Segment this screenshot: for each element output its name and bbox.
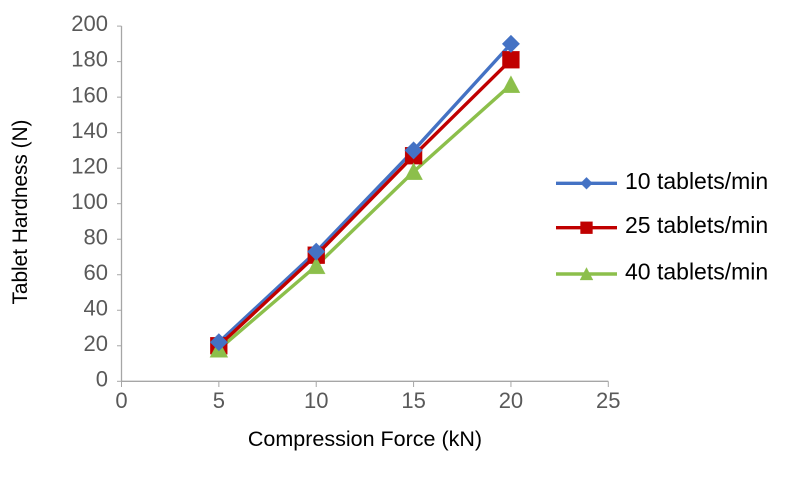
svg-text:200: 200 <box>71 11 108 36</box>
svg-text:20: 20 <box>84 331 108 356</box>
svg-text:10: 10 <box>304 388 328 413</box>
svg-text:15: 15 <box>401 388 425 413</box>
svg-text:40 tablets/min: 40 tablets/min <box>625 259 768 285</box>
svg-text:100: 100 <box>71 189 108 214</box>
svg-text:0: 0 <box>115 388 127 413</box>
svg-text:0: 0 <box>96 367 108 392</box>
svg-text:40: 40 <box>84 295 108 320</box>
svg-text:25: 25 <box>596 388 620 413</box>
svg-text:20: 20 <box>499 388 523 413</box>
svg-text:140: 140 <box>71 118 108 143</box>
svg-text:10 tablets/min: 10 tablets/min <box>625 168 768 194</box>
svg-text:180: 180 <box>71 47 108 72</box>
svg-text:60: 60 <box>84 260 108 285</box>
svg-text:120: 120 <box>71 153 108 178</box>
svg-text:80: 80 <box>84 224 108 249</box>
svg-text:Tablet Hardness (N): Tablet Hardness (N) <box>9 120 32 305</box>
svg-text:25 tablets/min: 25 tablets/min <box>625 212 768 238</box>
svg-text:Compression Force (kN): Compression Force (kN) <box>248 427 482 451</box>
svg-text:160: 160 <box>71 82 108 107</box>
svg-text:5: 5 <box>213 388 225 413</box>
